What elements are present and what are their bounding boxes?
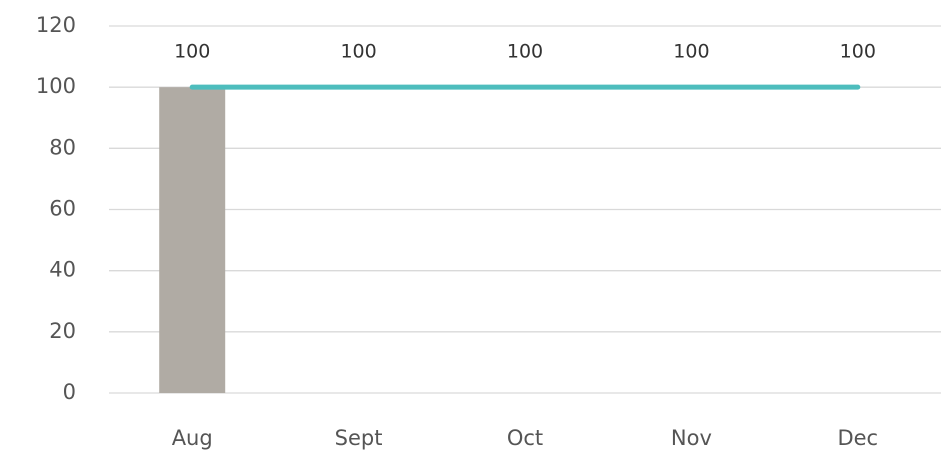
y-tick-label: 20 (49, 319, 76, 343)
x-tick-label: Oct (507, 426, 543, 450)
data-label: 100 (673, 41, 709, 63)
data-label: 100 (174, 41, 210, 63)
y-tick-label: 40 (49, 258, 76, 282)
x-tick-label: Nov (671, 426, 712, 450)
x-tick-label: Sept (335, 426, 383, 450)
y-tick-label: 100 (36, 74, 76, 98)
data-label: 100 (840, 41, 876, 63)
y-tick-label: 0 (63, 380, 76, 404)
data-label: 100 (340, 41, 376, 63)
y-tick-label: 120 (36, 13, 76, 37)
x-tick-label: Dec (837, 426, 878, 450)
data-label: 100 (507, 41, 543, 63)
x-tick-label: Aug (172, 426, 213, 450)
y-tick-label: 60 (49, 197, 76, 221)
y-tick-label: 80 (49, 135, 76, 159)
bar (159, 87, 226, 394)
